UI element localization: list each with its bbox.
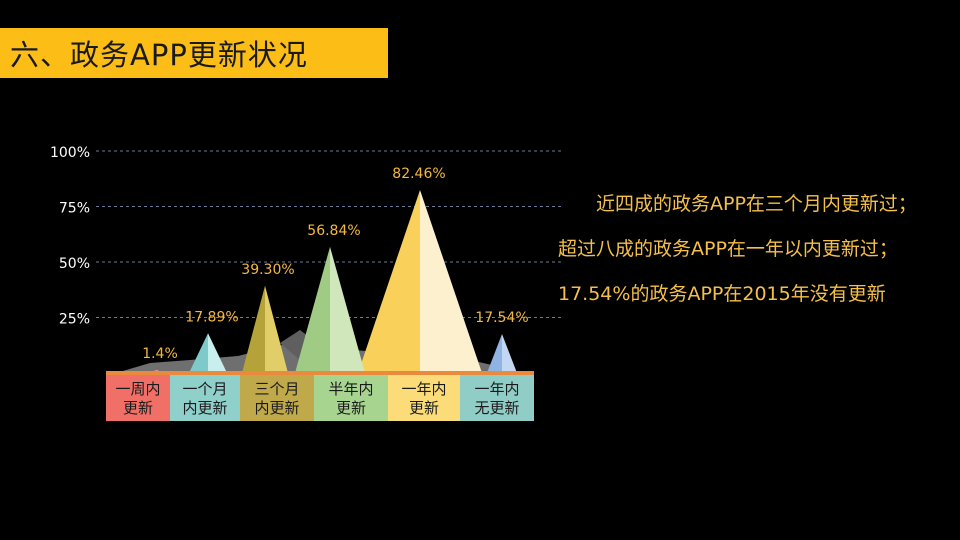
category-label: 三个月	[254, 380, 299, 398]
category-box	[388, 375, 460, 421]
value-label: 17.54%	[475, 310, 528, 326]
category-box	[170, 375, 240, 421]
category-label: 半年内	[328, 380, 373, 398]
category-label: 更新	[123, 399, 153, 417]
slide-title: 六、政务APP更新状况	[10, 38, 308, 72]
y-tick-label: 75%	[59, 201, 90, 217]
category-label: 更新	[409, 399, 439, 417]
value-label: 17.89%	[185, 309, 238, 325]
category-box	[460, 375, 534, 421]
peak-left-face	[295, 246, 330, 373]
category-label: 一年内	[474, 380, 519, 398]
y-tick-label: 100%	[50, 145, 90, 161]
peak-right-face	[265, 285, 288, 373]
category-label: 一个月	[182, 380, 227, 398]
title-bar: 六、政务APP更新状况	[0, 28, 388, 78]
category-label: 内更新	[254, 399, 299, 417]
peak-left-face	[242, 285, 265, 373]
y-tick-label: 25%	[59, 312, 90, 328]
category-label: 内更新	[182, 399, 227, 417]
category-label: 一周内	[115, 380, 160, 398]
category-label: 无更新	[474, 399, 519, 417]
category-box	[240, 375, 314, 421]
peak-left-face	[487, 334, 502, 373]
peak-right-face	[330, 246, 365, 373]
description-text: 近四成的政务APP在三个月内更新过；超过八成的政务APP在一年以内更新过；17.…	[558, 193, 917, 305]
baseline-ridge	[106, 371, 534, 375]
value-label: 39.30%	[241, 262, 294, 278]
peak-left-face	[358, 189, 420, 373]
grid-layer: 25% 50% 75% 100%	[50, 145, 562, 328]
peak-right-face	[420, 189, 482, 373]
value-label: 1.4%	[142, 346, 178, 362]
y-tick-label: 50%	[59, 256, 90, 272]
value-labels: 1.4% 17.89% 39.30% 56.84% 82.46% 17.54%	[142, 166, 528, 362]
peak-right-face	[502, 334, 517, 373]
category-box	[106, 375, 170, 421]
value-label: 82.46%	[392, 166, 445, 182]
category-label: 一年内	[401, 380, 446, 398]
value-label: 56.84%	[307, 223, 360, 239]
category-label: 更新	[336, 399, 366, 417]
peak-layer	[106, 189, 534, 375]
peak-right-face	[208, 333, 227, 373]
peak-left-face	[189, 333, 208, 373]
category-box	[314, 375, 388, 421]
